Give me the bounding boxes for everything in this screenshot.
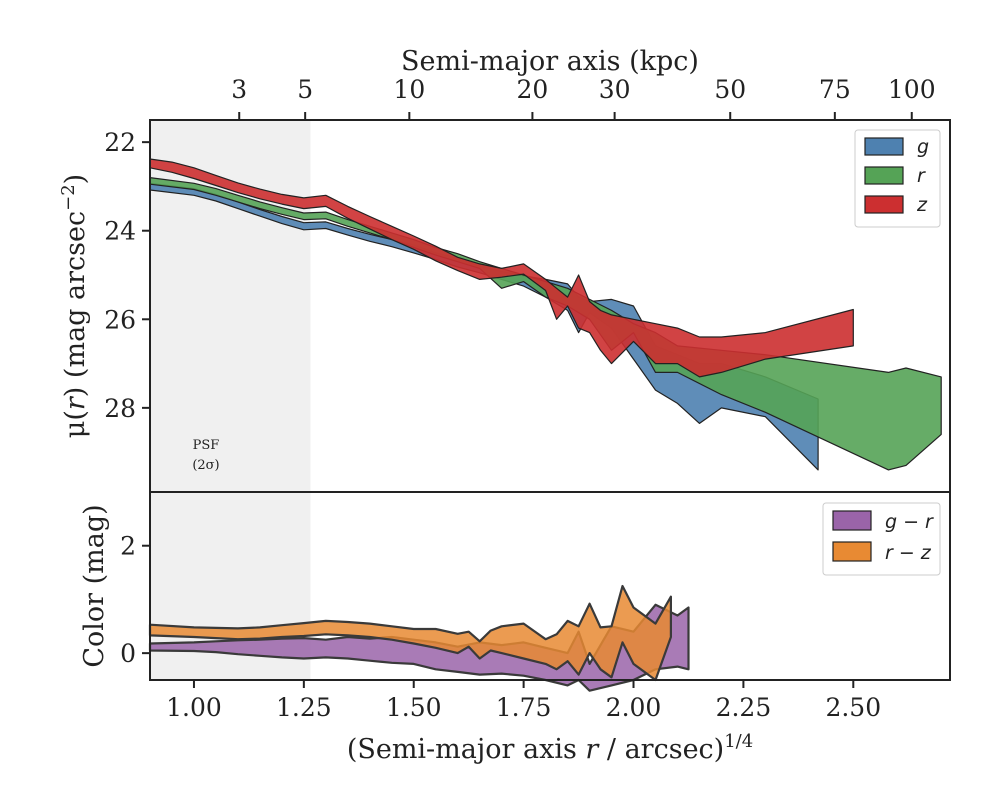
y-axis-ticks-top: 22 24 26 28 — [104, 128, 150, 423]
y-tick-label: 2 — [120, 532, 136, 561]
legend-label-z: z — [916, 194, 928, 216]
y-tick-label: 24 — [104, 217, 136, 246]
band-z — [149, 158, 854, 378]
color-panel: 02 1.00 1.25 1.50 1.75 2.00 2.25 2.50 g − rr −… — [120, 491, 951, 722]
color-bands — [148, 584, 690, 692]
surface-brightness-bands — [149, 158, 942, 471]
x-tick-label: 1.75 — [496, 693, 552, 722]
x-tick-label: 2.25 — [716, 693, 772, 722]
top-tick-label: 30 — [599, 75, 631, 104]
top-tick-label: 75 — [819, 75, 851, 104]
x-tick-label: 2.50 — [825, 693, 881, 722]
band-gr — [148, 603, 690, 692]
top-tick-label: 50 — [714, 75, 746, 104]
legend-swatch-r — [864, 166, 904, 185]
y-tick-label: 26 — [104, 305, 136, 334]
y-tick-label: 22 — [104, 128, 136, 157]
y-axis-ticks-bottom: 02 — [120, 532, 150, 668]
legend-bottom: g − r r − z — [822, 502, 941, 576]
top-tick-label: 100 — [888, 75, 936, 104]
legend-label-gr: g − r — [885, 511, 934, 533]
y-axis-title-top: μ(r) (mag arcsec−2) — [58, 174, 91, 438]
top-tick-label: 20 — [517, 75, 549, 104]
band-rz — [148, 584, 673, 682]
legend-swatch-z — [864, 195, 904, 214]
y-axis-title-bottom: Color (mag) — [79, 504, 110, 667]
legend-swatch-g — [864, 137, 904, 156]
top-tick-label: 3 — [231, 75, 247, 104]
legend-top: grz — [854, 129, 941, 228]
legend-label-r: r — [917, 165, 926, 187]
psf-label: PSF — [193, 438, 220, 453]
x-tick-label: 1.00 — [166, 693, 222, 722]
top-tick-label: 5 — [297, 75, 313, 104]
bottom-panel-frame — [149, 491, 951, 681]
x-axis-title: (Semi-major axis r / arcsec)1/4 — [347, 731, 753, 765]
legend-label-g: g — [917, 136, 929, 158]
legend-swatch-gr — [832, 510, 872, 531]
x-tick-label: 1.50 — [386, 693, 442, 722]
y-tick-label: 0 — [120, 639, 136, 668]
top-kpc-axis: 3 5 10 20 30 50 75 100 — [231, 75, 936, 120]
surface-brightness-panel: 22 24 26 28 PSF (2σ) grz — [104, 119, 951, 493]
y-tick-label: 28 — [104, 394, 136, 423]
psf-sigma-label: (2σ) — [192, 458, 219, 473]
legend-swatch-rz — [832, 541, 872, 562]
top-tick-label: 10 — [393, 75, 425, 104]
x-axis-ticks: 1.00 1.25 1.50 1.75 2.00 2.25 2.50 — [166, 680, 881, 722]
psf-shaded-region — [150, 120, 311, 492]
legend-label-rz: r − z — [885, 542, 932, 564]
x-tick-label: 2.00 — [606, 693, 662, 722]
top-axis-title: Semi-major axis (kpc) — [401, 46, 699, 77]
x-tick-label: 1.25 — [276, 693, 332, 722]
